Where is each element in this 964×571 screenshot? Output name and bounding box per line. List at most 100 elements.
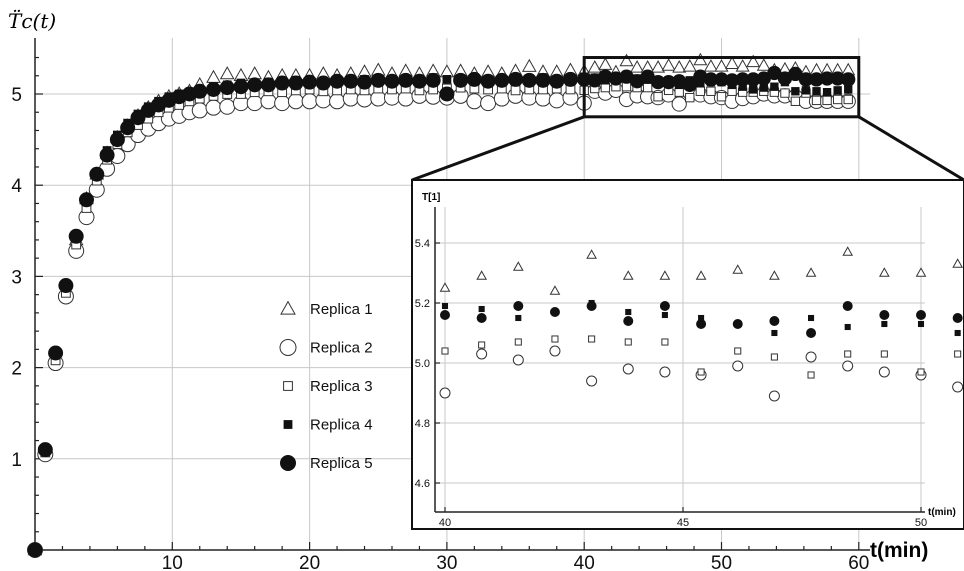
main-data-point — [809, 72, 824, 87]
inset-data-point — [732, 319, 743, 329]
main-data-point — [703, 59, 718, 72]
inset-data-point — [842, 246, 854, 256]
inset-data-point — [478, 305, 485, 313]
main-data-point — [770, 82, 779, 91]
inset-data-point — [476, 313, 487, 323]
inset-data-point — [476, 348, 488, 360]
main-data-point — [714, 72, 729, 87]
main-data-point — [587, 60, 602, 73]
inset-y-tick-label: 5.2 — [415, 298, 430, 310]
inset-data-point — [659, 270, 671, 280]
inset-data-point — [917, 368, 925, 376]
main-data-point — [343, 73, 359, 89]
inset-data-point — [439, 387, 451, 399]
inset-data-point — [952, 381, 964, 393]
inset-data-point — [661, 338, 669, 346]
main-data-point — [790, 96, 801, 106]
inset-y-tick-label: 5.4 — [415, 238, 430, 250]
inset-data-point — [549, 345, 561, 357]
main-x-tick-label: 60 — [848, 553, 869, 571]
main-data-point — [78, 192, 94, 208]
legend: Replica 1 Replica 2 Replica 3 Replica 4 Repl… — [279, 300, 373, 472]
main-data-point — [27, 542, 43, 558]
inset-data-point — [659, 301, 670, 311]
legend-marker — [280, 455, 296, 471]
inset-data-point — [695, 270, 707, 280]
main-data-point — [329, 73, 345, 89]
main-data-point — [661, 75, 676, 90]
inset-data-point — [732, 264, 744, 274]
inset-data-point — [549, 307, 560, 317]
main-data-point — [598, 69, 613, 84]
inset-data-point — [880, 350, 888, 358]
main-data-point — [812, 87, 821, 96]
main-data-point — [370, 72, 386, 88]
main-data-point — [398, 72, 414, 88]
main-data-point — [703, 72, 719, 87]
main-data-point — [811, 95, 822, 106]
inset-data-point — [916, 310, 926, 320]
inset-data-point — [659, 366, 671, 378]
inset-data-point — [881, 320, 888, 328]
main-data-point — [841, 72, 856, 87]
main-data-point — [822, 87, 832, 97]
inset-data-point — [696, 319, 707, 329]
inset-data-point — [768, 390, 780, 402]
zoom-connector-left — [411, 115, 585, 182]
inset-x-tick-label: 45 — [677, 517, 689, 529]
main-data-point — [219, 98, 236, 115]
inset-data-point — [770, 353, 778, 361]
legend-label: Replica 5 — [310, 455, 373, 472]
inset-data-point — [513, 301, 524, 311]
main-data-point — [671, 96, 687, 112]
main-data-point — [738, 82, 747, 91]
legend-marker — [283, 381, 293, 391]
inset-data-point — [586, 249, 597, 259]
main-data-point — [480, 95, 497, 112]
main-data-point — [288, 75, 304, 91]
inset-data-point — [623, 316, 634, 326]
zoom-connector-right — [858, 115, 964, 182]
main-data-point — [274, 75, 290, 91]
main-data-point — [287, 93, 304, 110]
main-data-point — [791, 87, 800, 96]
main-data-point — [843, 94, 853, 105]
main-data-point — [246, 95, 263, 112]
main-data-point — [384, 73, 400, 89]
inset-data-point — [697, 368, 705, 376]
main-data-point — [562, 71, 578, 87]
main-data-point — [466, 93, 483, 110]
main-data-point — [756, 71, 771, 86]
inset-data-point — [842, 360, 854, 372]
main-data-point — [219, 80, 235, 96]
main-data-point — [630, 60, 645, 73]
legend-label: Replica 3 — [310, 378, 373, 395]
main-y-tick-label: 3 — [11, 267, 22, 288]
inset-data-point — [769, 316, 780, 326]
inset-y-axis-title: T[1] — [422, 192, 440, 203]
inset-data-point — [734, 347, 742, 355]
main-data-point — [480, 73, 496, 89]
main-data-point — [510, 85, 521, 96]
main-data-point — [37, 442, 53, 458]
main-y-axis-title: T̈c(t) — [8, 9, 56, 33]
main-data-point — [651, 60, 666, 73]
main-data-point — [494, 72, 510, 88]
main-data-point — [99, 147, 115, 163]
main-data-point — [357, 74, 373, 90]
inset-x-axis-title: t(min) — [928, 507, 956, 518]
inset-data-point — [476, 270, 488, 280]
inset-data-point — [549, 285, 561, 295]
inset-data-point — [622, 363, 634, 375]
main-data-point — [425, 72, 441, 88]
main-data-point — [759, 83, 768, 92]
inset-data-point — [441, 347, 449, 355]
main-data-point — [205, 81, 221, 97]
inset-data-point — [879, 310, 890, 320]
main-data-point — [682, 77, 697, 93]
main-data-point — [716, 92, 727, 102]
main-data-point — [640, 69, 655, 84]
main-data-point — [693, 52, 708, 66]
inset-data-point — [440, 310, 450, 320]
